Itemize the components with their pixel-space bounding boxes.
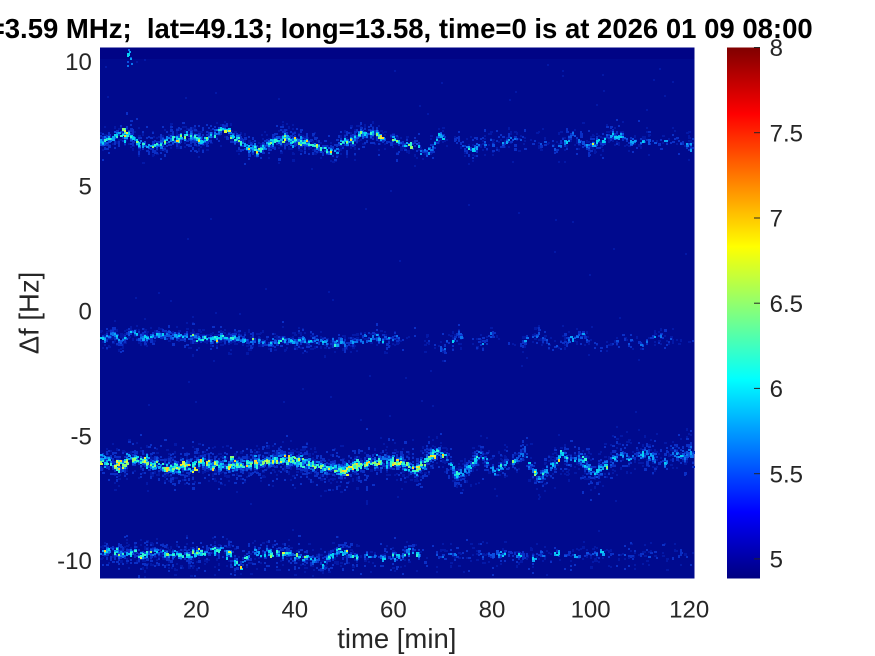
svg-text:-10: -10 bbox=[57, 548, 92, 575]
svg-text:7.5: 7.5 bbox=[770, 120, 803, 147]
svg-text:120: 120 bbox=[669, 596, 709, 623]
svg-text:60: 60 bbox=[380, 596, 407, 623]
svg-text:5.5: 5.5 bbox=[770, 461, 803, 488]
svg-text:6.5: 6.5 bbox=[770, 291, 803, 318]
svg-text:-5: -5 bbox=[70, 423, 91, 450]
svg-text:time [min]: time [min] bbox=[337, 623, 456, 654]
svg-text:Δf [Hz]: Δf [Hz] bbox=[14, 272, 45, 355]
svg-text:0: 0 bbox=[78, 299, 91, 326]
svg-text:5: 5 bbox=[770, 547, 783, 574]
svg-text:80: 80 bbox=[479, 596, 506, 623]
svg-text:100: 100 bbox=[571, 596, 611, 623]
svg-text:5: 5 bbox=[78, 174, 91, 201]
svg-text:20: 20 bbox=[183, 596, 210, 623]
svg-text:=3.59 MHz; lat=49.13; long=13: =3.59 MHz; lat=49.13; long=13.58, time=0… bbox=[0, 13, 813, 44]
svg-text:6: 6 bbox=[770, 376, 783, 403]
svg-text:8: 8 bbox=[770, 35, 783, 62]
svg-text:10: 10 bbox=[65, 49, 92, 76]
svg-text:7: 7 bbox=[770, 206, 783, 233]
svg-text:40: 40 bbox=[281, 596, 308, 623]
